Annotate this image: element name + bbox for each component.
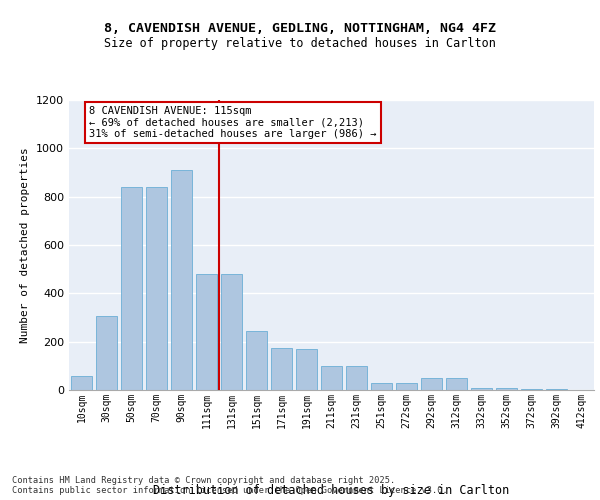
Bar (371, 383, 392, 390)
Bar (196, 274, 217, 390)
Bar (221, 274, 242, 390)
Bar (446, 378, 467, 390)
Y-axis label: Number of detached properties: Number of detached properties (20, 147, 31, 343)
Bar (546, 389, 567, 390)
Bar (246, 331, 267, 390)
Bar (171, 170, 192, 390)
Bar (146, 187, 167, 390)
Bar (296, 349, 317, 390)
Text: Contains HM Land Registry data © Crown copyright and database right 2025.
Contai: Contains HM Land Registry data © Crown c… (12, 476, 448, 495)
Text: Size of property relative to detached houses in Carlton: Size of property relative to detached ho… (104, 38, 496, 51)
Bar (121, 187, 142, 390)
Bar (271, 348, 292, 390)
Bar (71, 376, 92, 390)
Bar (321, 366, 342, 390)
Text: 8 CAVENDISH AVENUE: 115sqm
← 69% of detached houses are smaller (2,213)
31% of s: 8 CAVENDISH AVENUE: 115sqm ← 69% of deta… (89, 106, 377, 139)
Text: 8, CAVENDISH AVENUE, GEDLING, NOTTINGHAM, NG4 4FZ: 8, CAVENDISH AVENUE, GEDLING, NOTTINGHAM… (104, 22, 496, 36)
Bar (396, 383, 417, 390)
Bar (96, 316, 117, 390)
Bar (496, 388, 517, 390)
X-axis label: Distribution of detached houses by size in Carlton: Distribution of detached houses by size … (154, 484, 509, 496)
Bar (421, 378, 442, 390)
Bar (471, 388, 492, 390)
Bar (521, 389, 542, 390)
Bar (346, 366, 367, 390)
